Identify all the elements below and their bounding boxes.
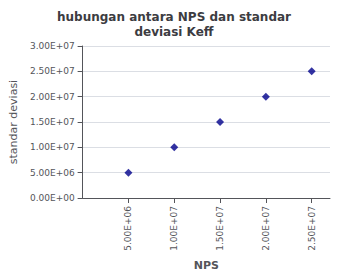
- svg-text:1.50E+07: 1.50E+07: [30, 117, 75, 127]
- svg-text:2.00E+07: 2.00E+07: [261, 206, 271, 251]
- svg-text:3.00E+07: 3.00E+07: [30, 41, 75, 51]
- svg-text:2.50E+07: 2.50E+07: [307, 206, 317, 251]
- svg-text:NPS: NPS: [194, 259, 219, 272]
- svg-text:5.00E+06: 5.00E+06: [30, 168, 75, 178]
- svg-text:1.00E+07: 1.00E+07: [30, 142, 75, 152]
- svg-text:deviasi Keff: deviasi Keff: [134, 25, 213, 39]
- svg-text:1.00E+07: 1.00E+07: [169, 206, 179, 251]
- svg-text:2.00E+07: 2.00E+07: [30, 92, 75, 102]
- svg-text:0.00E+00: 0.00E+00: [30, 193, 75, 203]
- svg-text:2.50E+07: 2.50E+07: [30, 66, 75, 76]
- svg-text:hubungan antara NPS dan standa: hubungan antara NPS dan standar: [57, 10, 291, 24]
- svg-text:standar deviasi: standar deviasi: [7, 80, 20, 164]
- svg-text:5.00E+06: 5.00E+06: [123, 206, 133, 251]
- svg-text:1.50E+07: 1.50E+07: [215, 206, 225, 251]
